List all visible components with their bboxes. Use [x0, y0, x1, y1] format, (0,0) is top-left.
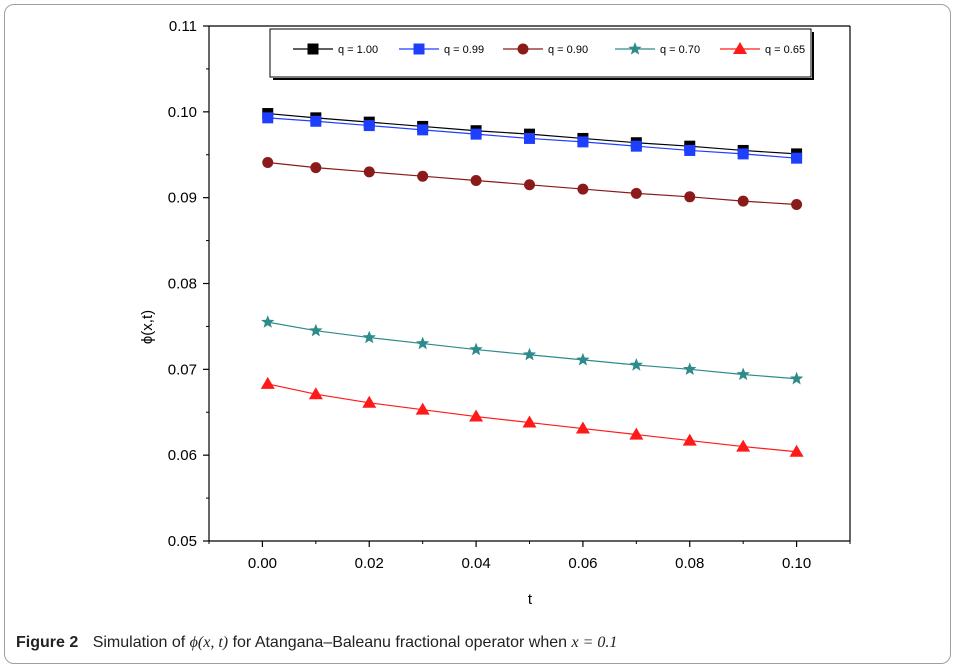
- data-point: [471, 129, 482, 140]
- chart-axes: 0.05 0.06 0.07 0.08 0.09 0.10 0.11 0.00 0.02 0.04…: [168, 18, 850, 572]
- x-tick-label: 0.04: [461, 555, 490, 572]
- x-tick-label: 0.02: [355, 555, 384, 572]
- data-point: [684, 191, 695, 202]
- data-point: [738, 196, 749, 207]
- y-tick-label: 0.08: [168, 276, 197, 293]
- caption-math-function: ϕ(x, t): [190, 634, 228, 651]
- x-tick-label: 0.08: [675, 555, 704, 572]
- data-point: [577, 184, 588, 195]
- data-point: [576, 353, 589, 366]
- data-point: [683, 362, 696, 375]
- legend-label: q = 0.70: [660, 44, 700, 56]
- data-point: [261, 377, 275, 389]
- legend-label: q = 0.65: [765, 44, 805, 56]
- x-axis-label: t: [528, 591, 533, 608]
- data-point: [417, 171, 428, 182]
- data-point: [631, 141, 642, 152]
- data-point: [524, 133, 535, 144]
- data-point: [262, 112, 273, 123]
- data-point: [684, 145, 695, 156]
- y-tick-label: 0.11: [169, 18, 197, 35]
- data-point: [416, 337, 429, 350]
- data-point: [737, 367, 750, 380]
- x-tick-label: 0.00: [248, 555, 277, 572]
- data-point: [791, 153, 802, 164]
- legend-label: q = 1.00: [338, 44, 378, 56]
- data-point: [631, 188, 642, 199]
- data-point: [630, 358, 643, 371]
- legend-label: q = 0.90: [548, 44, 588, 56]
- series-3: [261, 315, 803, 384]
- data-point: [261, 315, 274, 328]
- y-tick-label: 0.07: [168, 361, 197, 378]
- legend-marker: [308, 44, 319, 55]
- data-point: [523, 348, 536, 361]
- series-line: [268, 322, 797, 379]
- data-point: [791, 199, 802, 210]
- series-line: [268, 384, 797, 452]
- y-axis-label: ϕ(x,t): [139, 310, 156, 344]
- series-4: [261, 377, 804, 457]
- legend-marker: [414, 44, 425, 55]
- caption-text-before: Simulation of: [93, 634, 186, 651]
- y-tick-label: 0.09: [168, 190, 197, 207]
- series-2: [262, 157, 802, 210]
- caption-text-after: for Atangana–Baleanu fractional operator…: [233, 634, 567, 651]
- data-point: [364, 166, 375, 177]
- data-point: [469, 343, 482, 356]
- data-point: [524, 179, 535, 190]
- chart-legend: q = 1.00 q = 0.99 q = 0.90 q = 0.70 q = 0.65: [270, 29, 814, 79]
- data-point: [577, 136, 588, 147]
- data-point: [363, 331, 376, 344]
- figure-caption: Figure 2 Simulation of ϕ(x, t) for Atang…: [16, 634, 617, 652]
- data-point: [417, 124, 428, 135]
- figure-label: Figure 2: [16, 634, 78, 651]
- data-point: [310, 162, 321, 173]
- chart-series: [261, 108, 804, 457]
- legend-marker: [518, 44, 529, 55]
- y-tick-label: 0.10: [168, 104, 197, 121]
- data-point: [309, 324, 322, 337]
- data-point: [790, 372, 803, 385]
- caption-math-condition: x = 0.1: [572, 634, 618, 651]
- data-point: [262, 157, 273, 168]
- y-tick-label: 0.06: [168, 447, 197, 464]
- y-tick-label: 0.05: [168, 533, 197, 550]
- x-tick-label: 0.10: [782, 555, 811, 572]
- data-point: [310, 116, 321, 127]
- data-point: [471, 175, 482, 186]
- data-point: [738, 148, 749, 159]
- legend-label: q = 0.99: [444, 44, 484, 56]
- data-point: [364, 120, 375, 131]
- x-tick-label: 0.06: [568, 555, 597, 572]
